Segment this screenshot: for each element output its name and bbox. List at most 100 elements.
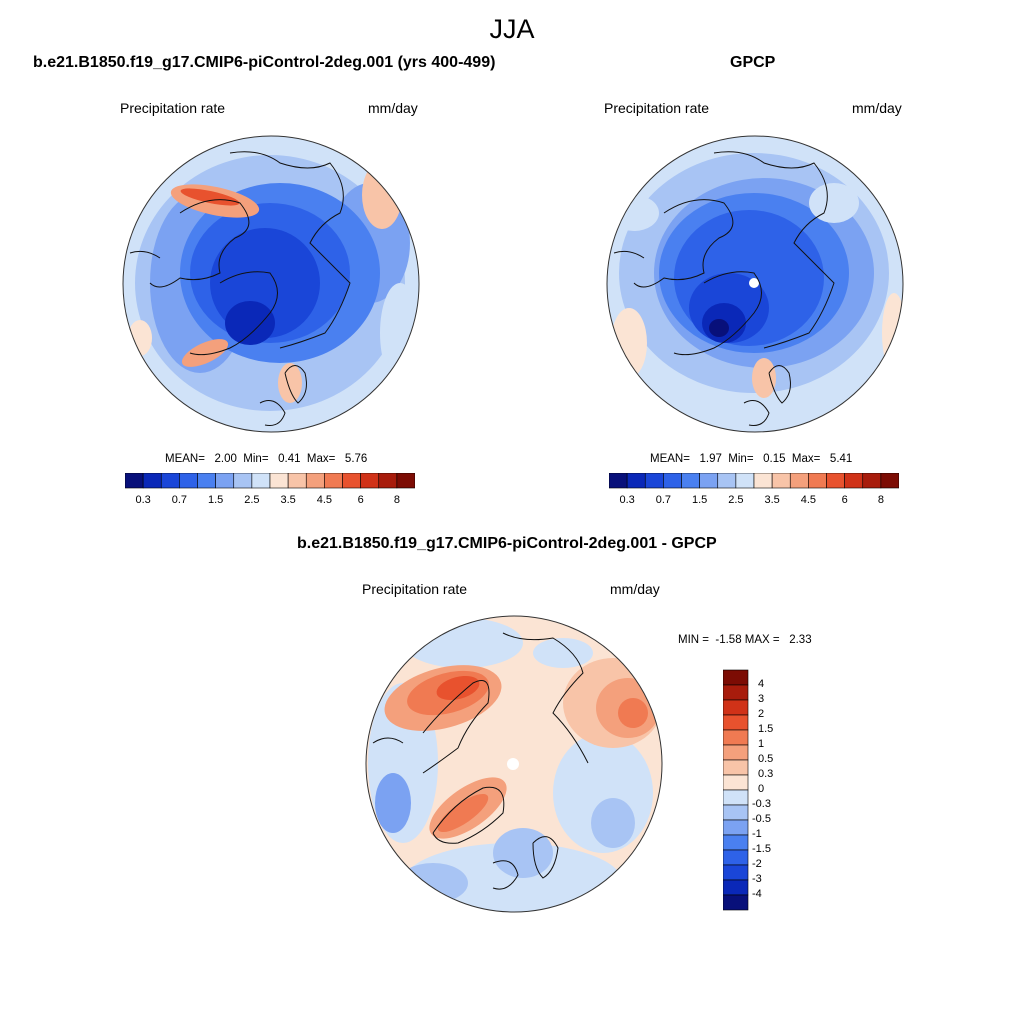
colorbar-box xyxy=(215,473,235,489)
colorbar-box xyxy=(360,473,380,489)
colorbar-tick-label: 0.3 xyxy=(619,494,635,506)
colorbar-box xyxy=(723,789,749,806)
colorbar-box xyxy=(723,699,749,716)
colorbar-box xyxy=(723,684,749,701)
colorbar-tick-label: -3 xyxy=(752,873,762,885)
colorbar-tick-label: 3 xyxy=(758,693,765,705)
main-title: JJA xyxy=(489,14,535,44)
colorbar-tick-label: 1.5 xyxy=(207,494,224,506)
panel3-polar-map xyxy=(365,615,663,913)
colorbar-tick-label: -1.5 xyxy=(752,843,771,855)
colorbar-tick-label: 0.5 xyxy=(758,753,774,765)
colorbar-box xyxy=(826,473,845,489)
colorbar-tick-label: 2.5 xyxy=(728,494,744,506)
panel1-colorbar xyxy=(125,473,415,489)
colorbar-box xyxy=(723,729,749,746)
panel1-colorbar-ticks: 0.3 0.7 1.5 2.5 3.5 4.5 6 8 xyxy=(125,494,415,508)
panel3-units: mm/day xyxy=(610,581,660,597)
colorbar-box xyxy=(723,894,749,911)
colorbar-box xyxy=(287,473,307,489)
colorbar-box xyxy=(717,473,737,489)
colorbar-box xyxy=(644,473,664,489)
colorbar-box xyxy=(160,473,180,489)
colorbar-tick-label: 0.3 xyxy=(758,768,774,780)
panel3-stats: MIN = -1.58 MAX = 2.33 xyxy=(678,634,812,646)
colorbar-box xyxy=(723,849,749,866)
colorbar-box xyxy=(844,473,864,489)
colorbar-box xyxy=(269,473,289,489)
panel1-title: b.e21.B1850.f19_g17.CMIP6-piControl-2deg… xyxy=(33,54,496,71)
colorbar-box xyxy=(880,473,899,489)
colorbar-tick-label: -1 xyxy=(752,828,762,840)
colorbar-box xyxy=(723,804,749,821)
colorbar-tick-label: 6 xyxy=(841,494,848,506)
colorbar-box xyxy=(789,473,809,489)
colorbar-tick-label: 6 xyxy=(357,494,364,506)
colorbar-tick-label: 0.3 xyxy=(135,494,151,506)
colorbar-box xyxy=(723,714,749,731)
colorbar-box xyxy=(342,473,361,489)
colorbar-tick-label: 2.5 xyxy=(244,494,260,506)
colorbar-box xyxy=(197,473,216,489)
colorbar-box xyxy=(378,473,398,489)
colorbar-tick-label: 8 xyxy=(877,494,884,506)
colorbar-box xyxy=(142,473,162,489)
colorbar-box xyxy=(771,473,791,489)
colorbar-box xyxy=(305,473,325,489)
colorbar-box xyxy=(626,473,646,489)
colorbar-box xyxy=(324,473,343,489)
colorbar-box xyxy=(179,473,198,489)
colorbar-box xyxy=(862,473,882,489)
panel2-stats: MEAN= 1.97 Min= 0.15 Max= 5.41 xyxy=(650,453,853,465)
colorbar-box xyxy=(723,744,749,761)
colorbar-tick-label: 3.5 xyxy=(280,494,296,506)
colorbar-tick-label: 4.5 xyxy=(316,494,333,506)
colorbar-box xyxy=(723,669,749,686)
colorbar-tick-label: -4 xyxy=(752,888,762,900)
panel2-colorbar-ticks: 0.3 0.7 1.5 2.5 3.5 4.5 6 8 xyxy=(609,494,899,508)
panel1-polar-map xyxy=(122,135,420,433)
colorbar-tick-label: -0.5 xyxy=(752,813,771,825)
colorbar-box xyxy=(753,473,773,489)
panel2-units: mm/day xyxy=(852,100,902,116)
colorbar-tick-label: 8 xyxy=(393,494,400,506)
colorbar-box xyxy=(681,473,700,489)
colorbar-box xyxy=(723,864,749,881)
panel3-colorbar-ticks: 4 3 2 1.5 1 0.5 0.3 0 -0.3 -0.5 -1 -1.5 -2 -3 -4 xyxy=(752,669,806,911)
colorbar-tick-label: 0 xyxy=(758,783,765,795)
colorbar-box xyxy=(663,473,682,489)
colorbar-box xyxy=(808,473,827,489)
colorbar-tick-label: 1 xyxy=(758,738,765,750)
colorbar-box xyxy=(723,759,749,776)
panel2-variable: Precipitation rate xyxy=(604,100,710,116)
panel2-colorbar xyxy=(609,473,899,489)
panel1-stats: MEAN= 2.00 Min= 0.41 Max= 5.76 xyxy=(165,453,368,465)
panel2-polar-map xyxy=(606,135,904,433)
colorbar-tick-label: 2 xyxy=(758,708,765,720)
panel3-title: b.e21.B1850.f19_g17.CMIP6-piControl-2deg… xyxy=(297,535,717,552)
colorbar-tick-label: -2 xyxy=(752,858,762,870)
colorbar-tick-label: 0.7 xyxy=(171,494,188,506)
colorbar-tick-label: -0.3 xyxy=(752,798,771,810)
colorbar-tick-label: 4 xyxy=(758,678,765,690)
panel3-colorbar xyxy=(723,669,749,911)
colorbar-box xyxy=(396,473,415,489)
panel2-title: GPCP xyxy=(730,54,776,71)
panel1-units: mm/day xyxy=(368,100,418,116)
panel1-variable: Precipitation rate xyxy=(120,100,226,116)
colorbar-tick-label: 1.5 xyxy=(758,723,774,735)
colorbar-box xyxy=(233,473,253,489)
colorbar-box xyxy=(723,879,749,896)
colorbar-box xyxy=(699,473,719,489)
colorbar-box xyxy=(125,473,144,489)
colorbar-box xyxy=(251,473,271,489)
colorbar-box xyxy=(609,473,628,489)
colorbar-tick-label: 3.5 xyxy=(764,494,780,506)
colorbar-box xyxy=(735,473,755,489)
colorbar-box xyxy=(723,819,749,836)
colorbar-box xyxy=(723,774,749,791)
colorbar-box xyxy=(723,834,749,851)
colorbar-tick-label: 4.5 xyxy=(800,494,817,506)
panel3-variable: Precipitation rate xyxy=(362,581,468,597)
colorbar-tick-label: 0.7 xyxy=(655,494,672,506)
